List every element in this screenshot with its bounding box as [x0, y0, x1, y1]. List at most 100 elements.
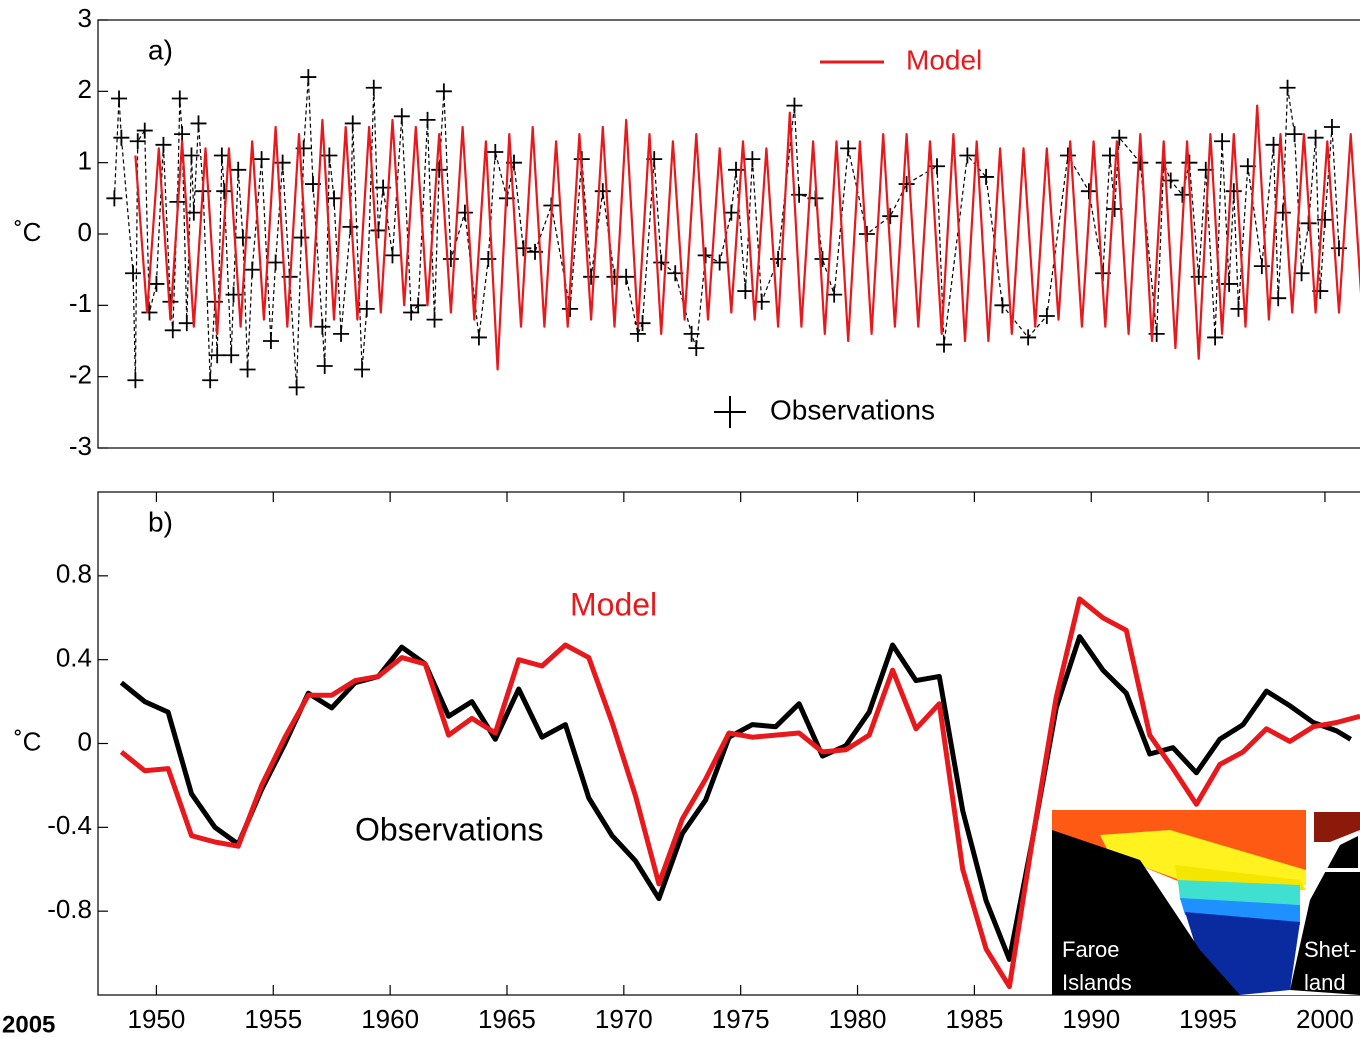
observation-marker	[164, 322, 181, 339]
series-line	[119, 596, 1360, 990]
plot-area	[106, 69, 1360, 396]
observation-marker	[293, 229, 310, 246]
observation-marker	[480, 250, 497, 267]
observation-marker	[1293, 265, 1310, 282]
series-line	[134, 104, 1360, 371]
observation-marker	[410, 297, 427, 314]
legend-label: Observations	[770, 394, 935, 425]
observation-marker	[431, 161, 448, 178]
observation-marker	[583, 268, 600, 285]
observation-marker	[185, 204, 202, 221]
observation-marker	[106, 190, 123, 207]
inset-map: Faroe Islands Shet- land	[1052, 808, 1360, 995]
observation-connector	[113, 76, 1340, 388]
legend-label: Model	[906, 44, 982, 75]
observation-marker	[744, 151, 761, 168]
observation-marker	[723, 204, 740, 221]
observation-marker	[216, 183, 233, 200]
y-tick-label: -3	[69, 431, 92, 461]
y-tick-label: -2	[69, 360, 92, 390]
inset-frame	[1308, 808, 1360, 872]
x-tick-label: 1965	[478, 1004, 536, 1034]
inset-label: land	[1304, 970, 1346, 995]
observation-marker	[354, 361, 371, 378]
observation-marker	[127, 372, 144, 389]
observation-marker	[267, 254, 284, 271]
observation-marker	[358, 300, 375, 317]
observation-marker	[978, 168, 995, 185]
observation-marker	[141, 304, 158, 321]
observation-marker	[1274, 204, 1291, 221]
observation-marker	[1174, 186, 1191, 203]
x-tick-label: 1970	[595, 1004, 653, 1034]
y-axis-label: ˚C	[14, 217, 41, 247]
observation-marker	[129, 133, 146, 150]
y-tick-label: 3	[78, 3, 92, 33]
observation-marker	[384, 247, 401, 264]
observation-marker	[365, 79, 382, 96]
observation-marker	[403, 304, 420, 321]
observation-marker	[230, 161, 247, 178]
observation-marker	[1207, 329, 1224, 346]
inset-label: Faroe	[1062, 937, 1119, 962]
x-tick-label: 1975	[712, 1004, 770, 1034]
plot-area	[119, 596, 1360, 990]
observation-marker	[344, 115, 361, 132]
observation-marker	[688, 340, 705, 357]
observation-marker	[223, 347, 240, 364]
inset-land	[1052, 830, 1240, 995]
observation-marker	[1214, 133, 1231, 150]
observation-marker	[936, 336, 953, 353]
legend-label: Model	[570, 586, 657, 622]
observation-marker	[1286, 126, 1303, 143]
observation-marker	[1316, 211, 1333, 228]
observation-marker	[174, 126, 191, 143]
observation-marker	[202, 372, 219, 389]
observation-marker	[1270, 290, 1287, 307]
y-tick-label: 0.8	[56, 559, 92, 589]
observation-marker	[113, 129, 130, 146]
inset-layer	[1185, 912, 1300, 995]
page-label: 2005	[2, 1011, 55, 1038]
inset-layer	[1314, 812, 1360, 842]
observation-marker	[814, 250, 831, 267]
observation-marker	[426, 311, 443, 328]
observation-marker	[316, 357, 333, 374]
x-tick-label: 1980	[829, 1004, 887, 1034]
observation-marker	[148, 275, 165, 292]
observation-marker	[1020, 329, 1037, 346]
observation-marker	[898, 176, 915, 193]
y-tick-label: -0.4	[47, 810, 92, 840]
observation-marker	[442, 250, 459, 267]
observation-marker	[262, 333, 279, 349]
observation-marker	[435, 83, 452, 100]
panel-label: b)	[148, 506, 173, 537]
observation-marker	[594, 183, 611, 200]
y-tick-label: 0	[78, 726, 92, 756]
observation-marker	[183, 147, 200, 164]
observation-marker	[253, 151, 270, 168]
observation-marker	[840, 140, 857, 157]
observation-marker	[1197, 161, 1214, 178]
observation-marker	[136, 122, 153, 139]
observation-marker	[1111, 129, 1128, 146]
legend-marker	[714, 396, 746, 428]
observation-marker	[629, 325, 646, 342]
observation-marker	[470, 329, 487, 346]
y-tick-label: -1	[69, 288, 92, 318]
observation-marker	[333, 325, 350, 342]
observation-marker	[711, 254, 728, 271]
observation-marker	[370, 222, 387, 239]
inset-layer	[1178, 880, 1300, 905]
x-tick-label: 1955	[244, 1004, 302, 1034]
observation-marker	[1038, 308, 1055, 325]
y-tick-label: 0.4	[56, 643, 92, 673]
y-tick-label: 1	[78, 146, 92, 176]
x-tick-label: 2000	[1296, 1004, 1354, 1034]
inset-label: Shet-	[1304, 937, 1357, 962]
observation-marker	[994, 297, 1011, 314]
inset-land	[1290, 835, 1360, 995]
observation-marker	[487, 143, 504, 160]
